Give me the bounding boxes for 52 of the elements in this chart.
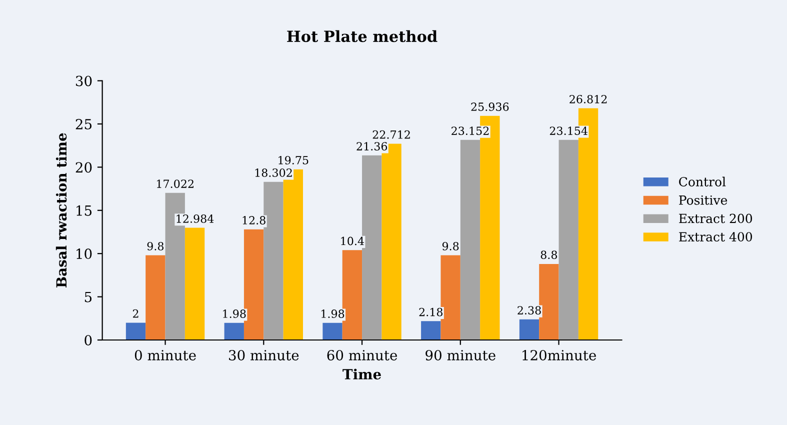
data-label: 17.022 xyxy=(157,180,194,188)
data-label: 12.984 xyxy=(176,214,214,223)
data-label: 19.75 xyxy=(278,156,308,164)
x-tick-label: 60 minute xyxy=(327,350,398,360)
y-tick-label: 25 xyxy=(76,118,92,130)
legend-label: Extract 400 xyxy=(679,232,752,242)
bar xyxy=(440,255,460,340)
y-tick-label: 10 xyxy=(76,248,92,260)
bar xyxy=(322,322,342,340)
data-label: 23.154 xyxy=(550,126,588,135)
y-tick-label: 20 xyxy=(76,162,92,173)
data-label: 8.8 xyxy=(540,250,558,260)
data-label: 2.38 xyxy=(518,306,541,314)
y-axis-title: Basal rwaction time xyxy=(56,133,67,288)
data-label: 22.712 xyxy=(372,130,410,139)
y-tick-label: 30 xyxy=(76,76,92,86)
bar xyxy=(146,255,166,340)
bar xyxy=(126,322,146,340)
y-tick-label: 5 xyxy=(84,292,92,302)
data-label: 9.8 xyxy=(147,242,164,250)
x-tick-label: 90 minute xyxy=(426,350,496,360)
data-label: 10.4 xyxy=(341,236,364,246)
bar xyxy=(224,322,244,340)
x-axis-title: Time xyxy=(342,368,381,380)
bar xyxy=(264,182,284,340)
data-label: 12.8 xyxy=(242,216,266,224)
bar xyxy=(362,155,382,340)
data-label: 21.36 xyxy=(356,142,388,150)
bar xyxy=(519,319,540,340)
x-tick-label: 120minute xyxy=(522,350,596,360)
y-tick-label: 0 xyxy=(84,334,92,346)
legend-label: Extract 200 xyxy=(679,214,752,224)
data-label: 23.152 xyxy=(452,126,489,135)
bar xyxy=(421,321,441,340)
chart-title: Hot Plate method xyxy=(287,30,438,42)
x-tick-label: 30 minute xyxy=(229,350,299,360)
legend-label: Control xyxy=(679,176,726,186)
bar xyxy=(460,140,480,340)
bar xyxy=(539,264,559,340)
y-tick-label: 15 xyxy=(76,205,92,216)
data-label: 26.812 xyxy=(570,94,607,104)
data-label: 1.98 xyxy=(321,310,344,318)
legend-label: Positive xyxy=(679,195,728,205)
bar xyxy=(184,228,205,340)
data-label: 2.18 xyxy=(419,308,443,316)
data-label: 1.98 xyxy=(223,310,246,318)
bar xyxy=(558,140,578,340)
data-label: 25.936 xyxy=(471,102,509,111)
data-label: 18.302 xyxy=(255,168,292,177)
data-label: 2 xyxy=(132,309,138,318)
data-label: 9.8 xyxy=(442,242,459,250)
x-tick-label: 0 minute xyxy=(134,350,196,360)
